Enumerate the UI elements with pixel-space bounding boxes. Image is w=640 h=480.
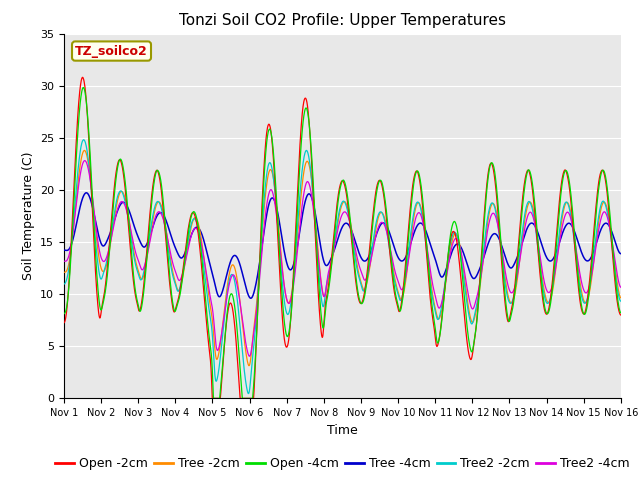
Text: TZ_soilco2: TZ_soilco2 <box>75 45 148 58</box>
X-axis label: Time: Time <box>327 424 358 437</box>
Y-axis label: Soil Temperature (C): Soil Temperature (C) <box>22 152 35 280</box>
Legend: Open -2cm, Tree -2cm, Open -4cm, Tree -4cm, Tree2 -2cm, Tree2 -4cm: Open -2cm, Tree -2cm, Open -4cm, Tree -4… <box>51 452 634 475</box>
Title: Tonzi Soil CO2 Profile: Upper Temperatures: Tonzi Soil CO2 Profile: Upper Temperatur… <box>179 13 506 28</box>
